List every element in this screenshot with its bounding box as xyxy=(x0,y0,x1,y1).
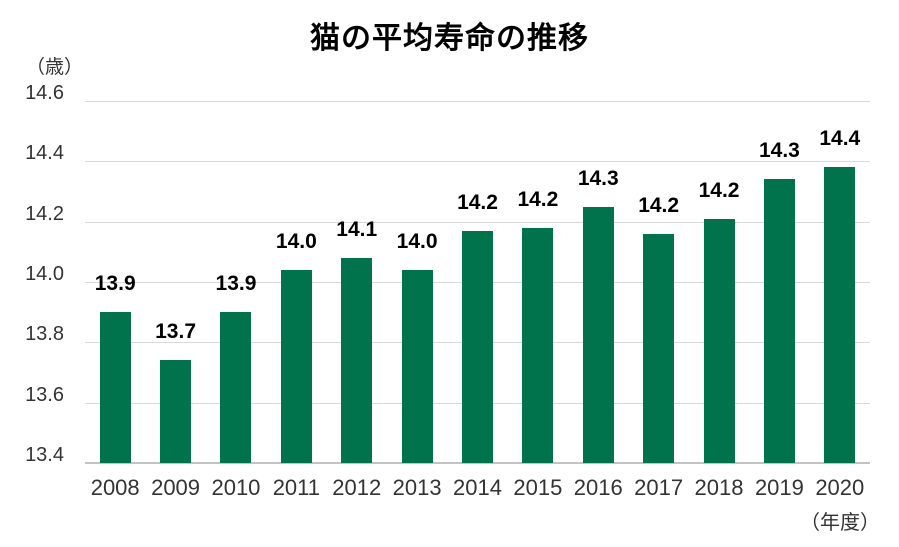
x-axis-line xyxy=(85,462,870,464)
gridline xyxy=(85,221,870,223)
y-tick-label: 14.2 xyxy=(25,202,64,225)
gridline xyxy=(85,161,870,163)
bar-value-label: 14.2 xyxy=(457,190,498,214)
bar-value-label: 14.2 xyxy=(698,178,740,202)
y-tick-label: 13.4 xyxy=(25,444,64,466)
bar-value-label: 13.7 xyxy=(155,320,196,344)
bar-value-label: 14.3 xyxy=(758,139,800,163)
bar-2019 xyxy=(763,179,795,463)
bar-value-label: 13.9 xyxy=(215,272,257,296)
x-tick-label: 2018 xyxy=(694,475,744,500)
bar-value-label: 13.9 xyxy=(94,272,136,296)
x-tick-label: 2008 xyxy=(90,475,140,500)
bar-2014 xyxy=(462,230,493,463)
bar-value-label: 14.2 xyxy=(517,187,559,211)
bar-2010 xyxy=(220,312,252,463)
bar-value-label: 14.4 xyxy=(819,127,861,151)
bar-2008 xyxy=(99,312,131,463)
gridline xyxy=(85,101,870,102)
bar-2017 xyxy=(643,233,675,463)
x-tick-label: 2015 xyxy=(513,475,563,500)
x-axis-unit-label: （年度） xyxy=(800,512,880,534)
bar-value-label: 14.1 xyxy=(336,217,378,241)
bar-2016 xyxy=(582,206,614,463)
x-tick-label: 2012 xyxy=(332,475,382,500)
bar-2009 xyxy=(160,360,192,463)
chart-title: 猫の平均寿命の推移 xyxy=(310,22,589,55)
y-tick-label: 14.6 xyxy=(25,82,64,104)
bar-value-label: 14.0 xyxy=(275,229,317,253)
bar-value-label: 14.2 xyxy=(638,193,680,217)
x-tick-label: 2019 xyxy=(754,475,804,500)
bar-2012 xyxy=(341,257,373,463)
x-tick-label: 2017 xyxy=(634,475,684,500)
x-tick-label: 2011 xyxy=(272,475,320,500)
y-tick-label: 14.4 xyxy=(25,142,64,165)
bar-2018 xyxy=(703,218,735,463)
x-tick-label: 2016 xyxy=(573,475,623,500)
y-tick-label: 13.6 xyxy=(25,383,64,406)
x-tick-label: 2020 xyxy=(815,475,865,500)
y-axis-unit-label: （歳） xyxy=(26,57,84,78)
x-tick-label: 2013 xyxy=(392,475,442,500)
bar-value-label: 14.3 xyxy=(577,166,619,190)
x-tick-label: 2009 xyxy=(151,475,201,500)
bar-2020 xyxy=(824,167,856,463)
bar-value-label: 14.0 xyxy=(396,229,438,253)
y-tick-label: 14.0 xyxy=(25,263,64,285)
x-tick-label: 2010 xyxy=(211,475,261,500)
bar-2013 xyxy=(401,269,433,463)
bar-2015 xyxy=(522,227,554,463)
y-tick-label: 13.8 xyxy=(25,323,64,346)
bar-2011 xyxy=(280,269,312,463)
x-tick-label: 2014 xyxy=(453,475,502,500)
